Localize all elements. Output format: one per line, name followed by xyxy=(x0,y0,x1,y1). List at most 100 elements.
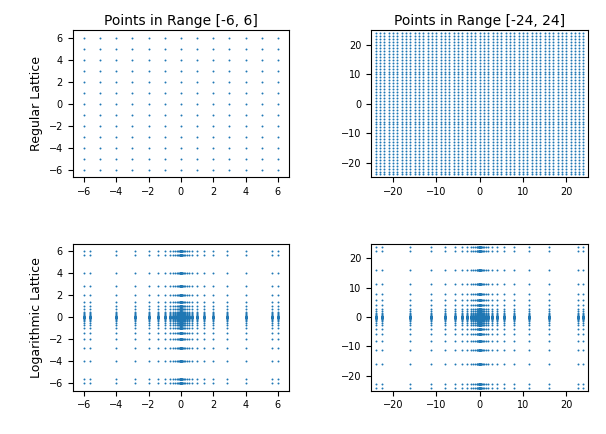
Point xyxy=(440,247,450,254)
Point xyxy=(544,165,554,172)
Point xyxy=(371,127,381,134)
Point xyxy=(153,312,163,319)
Point xyxy=(426,314,436,321)
Point xyxy=(176,316,186,323)
Point xyxy=(375,89,385,95)
Point xyxy=(405,62,415,69)
Point xyxy=(524,313,533,320)
Point xyxy=(85,312,95,319)
Point xyxy=(475,330,485,337)
Point xyxy=(474,314,484,321)
Point xyxy=(178,315,187,322)
Point xyxy=(449,159,459,166)
Point xyxy=(176,345,186,352)
Point xyxy=(371,314,381,321)
Point xyxy=(176,315,185,322)
Point xyxy=(474,312,484,319)
Point xyxy=(478,380,487,387)
Point xyxy=(414,71,424,78)
Point xyxy=(241,379,250,386)
Point xyxy=(565,95,575,102)
Point xyxy=(531,138,541,145)
Point xyxy=(176,310,185,317)
Point xyxy=(476,384,486,391)
Point xyxy=(473,347,483,354)
Point xyxy=(484,316,493,322)
Point xyxy=(474,314,484,321)
Point xyxy=(479,313,489,320)
Point xyxy=(144,46,153,53)
Point xyxy=(180,316,190,323)
Point xyxy=(153,313,163,320)
Point xyxy=(474,305,484,312)
Point xyxy=(144,329,153,336)
Point xyxy=(174,308,184,315)
Point xyxy=(178,376,188,383)
Point xyxy=(384,65,393,72)
Point xyxy=(553,115,562,122)
Point xyxy=(405,74,415,81)
Point xyxy=(176,314,185,321)
Point xyxy=(579,118,588,125)
Point xyxy=(414,98,424,105)
Point xyxy=(377,290,387,297)
Point xyxy=(557,121,567,128)
Point xyxy=(176,313,186,320)
Point xyxy=(499,319,509,326)
Point xyxy=(471,330,481,337)
Point xyxy=(192,112,202,118)
Point xyxy=(410,151,419,158)
Point xyxy=(419,171,428,178)
Point xyxy=(479,314,489,321)
Point xyxy=(222,335,231,342)
Point xyxy=(174,313,184,320)
Point xyxy=(208,313,218,320)
Point xyxy=(474,318,484,325)
Point xyxy=(444,100,454,107)
Point xyxy=(544,65,554,72)
Point xyxy=(176,318,186,325)
Point xyxy=(561,103,571,110)
Point xyxy=(379,95,389,102)
Point xyxy=(524,313,533,320)
Point xyxy=(176,112,186,118)
Point xyxy=(179,314,188,321)
Point xyxy=(579,151,588,158)
Point xyxy=(444,62,454,69)
Point xyxy=(479,138,489,145)
Point xyxy=(440,141,450,148)
Point xyxy=(208,248,218,255)
Point xyxy=(192,283,202,289)
Point xyxy=(112,312,121,319)
Point xyxy=(414,45,424,52)
Point xyxy=(160,292,170,299)
Point xyxy=(393,133,402,140)
Point xyxy=(471,302,481,309)
Point xyxy=(570,127,580,134)
Point xyxy=(377,314,387,321)
Point xyxy=(474,313,484,320)
Point xyxy=(474,297,484,304)
Point xyxy=(474,313,484,320)
Point xyxy=(510,98,519,105)
Point xyxy=(371,314,381,321)
Point xyxy=(474,280,484,287)
Point xyxy=(474,308,484,315)
Point xyxy=(458,103,467,110)
Point xyxy=(475,384,485,391)
Point xyxy=(527,42,536,49)
Point xyxy=(199,308,208,315)
Point xyxy=(241,313,250,320)
Point xyxy=(471,313,481,320)
Point xyxy=(470,313,480,320)
Point xyxy=(405,98,415,105)
Point xyxy=(273,155,282,162)
Point xyxy=(371,313,381,320)
Point xyxy=(179,270,188,276)
Point xyxy=(130,283,140,289)
Point xyxy=(450,312,460,319)
Point xyxy=(466,168,476,175)
Point xyxy=(405,95,415,102)
Point xyxy=(501,68,510,75)
Point xyxy=(570,145,580,151)
